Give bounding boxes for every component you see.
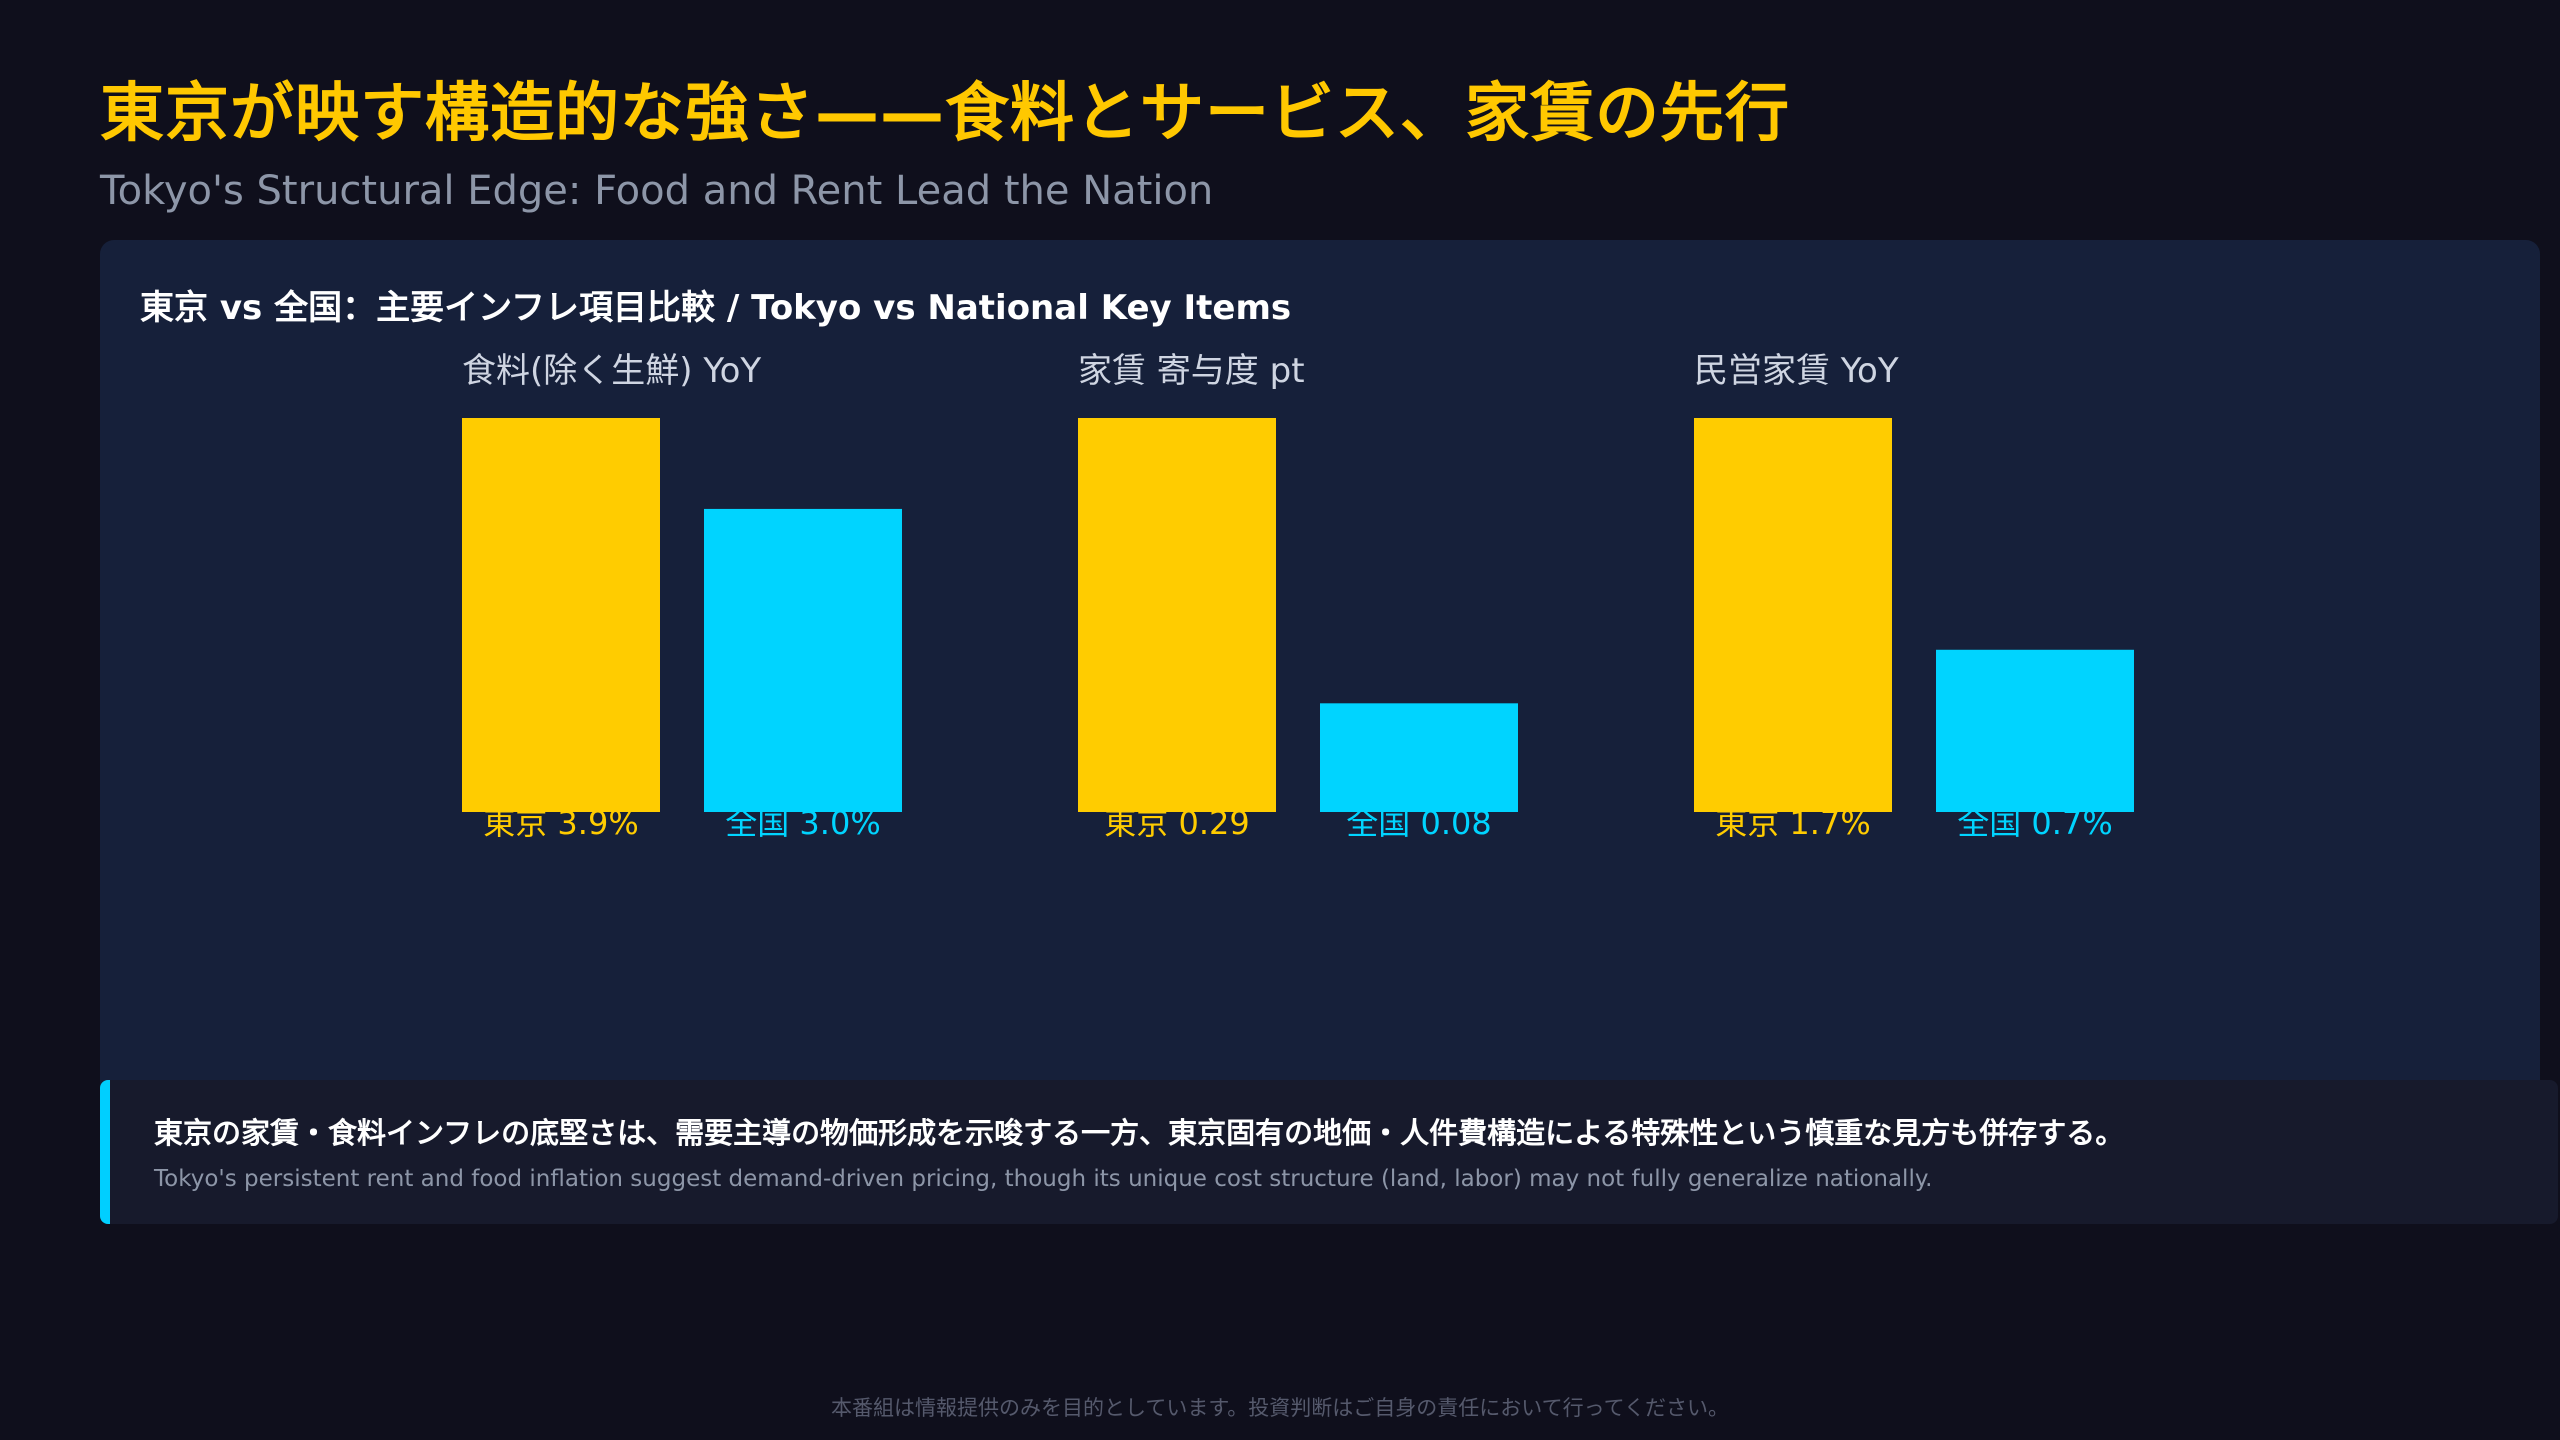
bar-national-1 xyxy=(704,508,902,812)
bar-label-national-2: 全国 0.08 xyxy=(1346,804,1491,842)
bar-label-national-3: 全国 0.7% xyxy=(1957,804,2112,842)
group-title-3: 民営家賃 YoY xyxy=(1694,351,1899,391)
chart-panel: 東京 vs 全国：主要インフレ項目比較 / Tokyo vs National … xyxy=(100,240,2540,1140)
disclaimer: 本番組は情報提供のみを目的としています。投資判断はご自身の責任において行ってくだ… xyxy=(831,1396,1729,1420)
group-title-2: 家賃 寄与度 pt xyxy=(1078,351,1305,391)
bar-national-2 xyxy=(1320,703,1518,812)
insight-accent-bar xyxy=(100,1080,110,1224)
comparison-chart: 食料(除く生鮮) YoY 東京 3.9% 全国 3.0% 家賃 寄与度 pt 東京 0.… xyxy=(462,351,2134,842)
chart-panel-title: 東京 vs 全国：主要インフレ項目比較 / Tokyo vs National … xyxy=(140,288,1292,328)
bar-tokyo-3 xyxy=(1694,418,1892,812)
bar-label-national-1: 全国 3.0% xyxy=(725,804,880,842)
bar-tokyo-2 xyxy=(1078,418,1276,812)
bar-label-tokyo-3: 東京 1.7% xyxy=(1715,804,1870,842)
page-title: 東京が映す構造的な強さ——食料とサービス、家賃の先行 xyxy=(100,77,1790,151)
bar-label-tokyo-1: 東京 3.9% xyxy=(483,804,638,842)
bar-national-3 xyxy=(1936,649,2134,812)
bar-label-tokyo-2: 東京 0.29 xyxy=(1104,804,1249,842)
insight-box: 東京の家賃・食料インフレの底堅さは、需要主導の物価形成を示唆する一方、東京固有の… xyxy=(100,1080,2558,1224)
bar-tokyo-1 xyxy=(462,418,660,812)
insight-text-en: Tokyo's persistent rent and food inflati… xyxy=(154,1166,1933,1192)
page-subtitle: Tokyo's Structural Edge: Food and Rent L… xyxy=(100,168,1214,214)
insight-text-jp: 東京の家賃・食料インフレの底堅さは、需要主導の物価形成を示唆する一方、東京固有の… xyxy=(154,1116,2125,1150)
group-title-1: 食料(除く生鮮) YoY xyxy=(462,351,761,391)
